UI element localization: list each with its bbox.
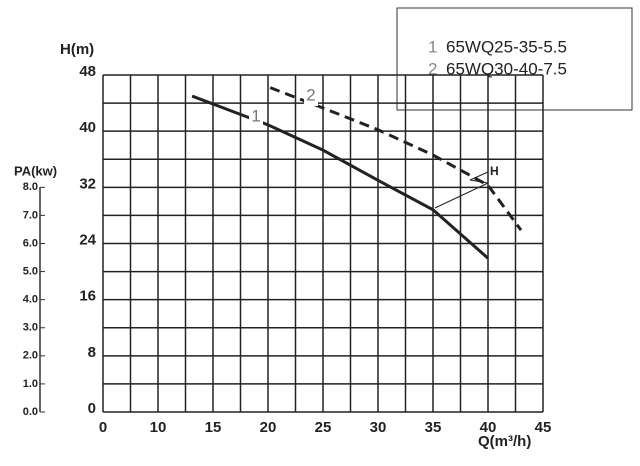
x-tick-label: 35 xyxy=(425,419,442,436)
y-tick-label: 32 xyxy=(79,175,96,192)
y-tick-label: 8 xyxy=(88,344,96,361)
x-axis-title: Q(m³/h) xyxy=(478,433,531,450)
y2-tick-label: 7.0 xyxy=(23,209,38,221)
x-tick-label: 40 xyxy=(480,419,497,436)
annotation: H xyxy=(490,164,499,178)
y2-tick-label: 6.0 xyxy=(23,237,38,249)
x-tick-label: 10 xyxy=(150,419,167,436)
y-tick-label: 48 xyxy=(79,63,96,80)
x-tick-label: 30 xyxy=(370,419,387,436)
x-tick-label: 15 xyxy=(205,419,222,436)
label-bg xyxy=(249,107,263,127)
y2-axis-title: PA(kw) xyxy=(14,163,57,178)
y2-tick-label: 8.0 xyxy=(23,181,38,193)
x-tick-label: 45 xyxy=(535,419,552,436)
y-tick-label: 16 xyxy=(79,288,96,305)
y2-tick-label: 3.0 xyxy=(23,322,38,334)
y-axis-title: H(m) xyxy=(60,41,94,58)
annotation-line xyxy=(469,171,489,181)
legend-box xyxy=(396,7,633,111)
legend-label: 65WQ30-40-7.5 xyxy=(446,59,567,78)
legend-number: 1 xyxy=(428,37,437,56)
label-bg xyxy=(304,86,318,106)
y2-tick-label: 4.0 xyxy=(23,294,38,306)
y2-tick-label: 2.0 xyxy=(23,350,38,362)
x-tick-label: 0 xyxy=(99,419,107,436)
y2-tick-label: 0.0 xyxy=(23,406,38,418)
series-line xyxy=(269,86,523,232)
legend-number: 2 xyxy=(428,59,437,78)
legend: 1 65WQ25-35-5.5 2 65WQ30-40-7.5 xyxy=(428,37,567,78)
series-label: 2 xyxy=(306,85,315,104)
series-label: 1 xyxy=(251,106,260,125)
y2-tick-label: 1.0 xyxy=(23,378,38,390)
y-tick-label: 0 xyxy=(88,400,96,417)
x-tick-label: 20 xyxy=(260,419,277,436)
y-tick-label: 24 xyxy=(79,231,96,248)
y-tick-label: 40 xyxy=(79,119,96,136)
x-tick-label: 25 xyxy=(315,419,332,436)
legend-label: 65WQ25-35-5.5 xyxy=(446,37,567,56)
y2-tick-label: 5.0 xyxy=(23,265,38,277)
series-line xyxy=(191,94,489,260)
